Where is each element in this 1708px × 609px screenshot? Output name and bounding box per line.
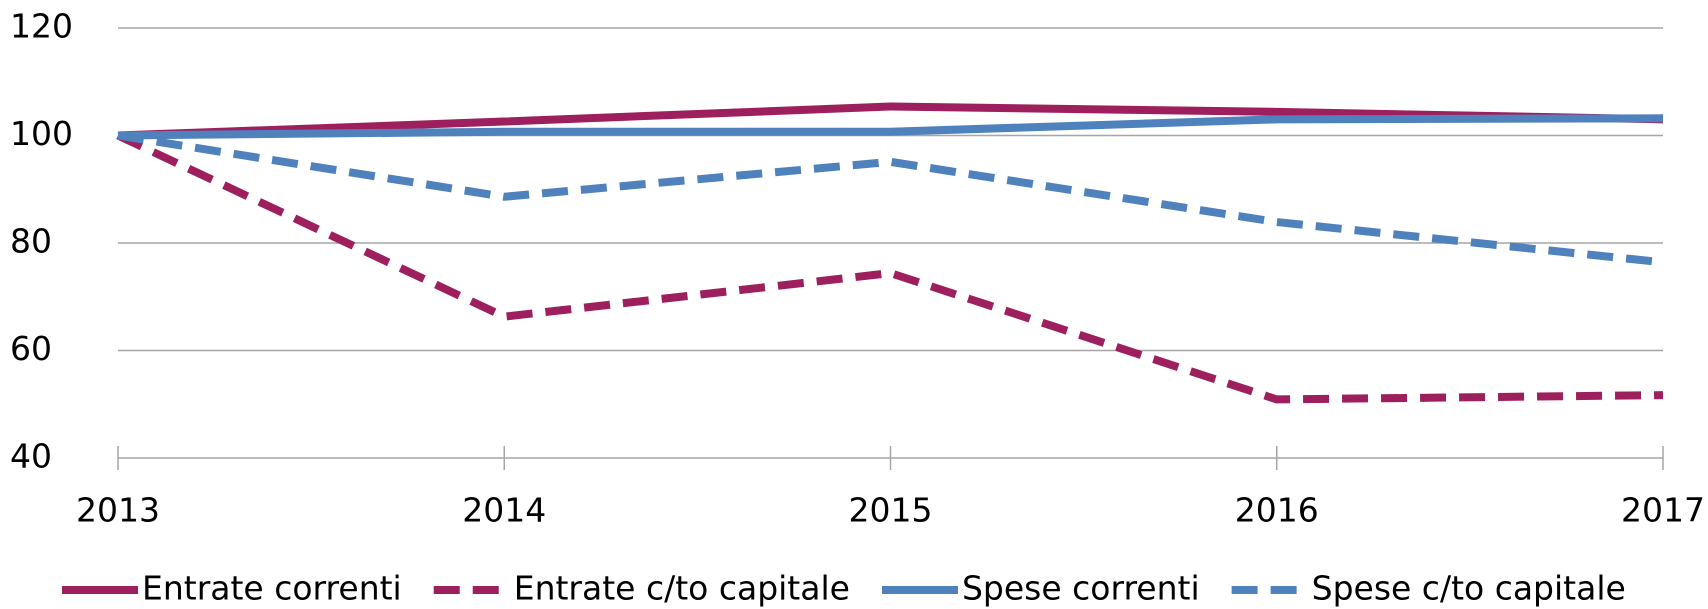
- y-tick-label: 80: [10, 222, 52, 261]
- series-line: [117, 131, 1664, 267]
- y-tick-label: 40: [10, 437, 52, 476]
- x-tick-label: 2017: [1621, 491, 1705, 530]
- y-tick-label: 120: [10, 7, 73, 46]
- x-tick-label: 2015: [849, 491, 933, 530]
- legend-label: Spese correnti: [962, 569, 1200, 608]
- y-tick-label: 60: [10, 329, 52, 368]
- series-line: [117, 102, 1664, 140]
- x-tick-label: 2016: [1235, 491, 1319, 530]
- series-line: [116, 131, 1664, 404]
- legend-label: Spese c/to capitale: [1312, 569, 1626, 608]
- y-tick-label: 100: [10, 114, 73, 153]
- legend-label: Entrate correnti: [142, 569, 402, 608]
- legend-label: Entrate c/to capitale: [514, 569, 850, 608]
- x-tick-label: 2014: [462, 491, 546, 530]
- series-line: [117, 114, 1664, 140]
- x-tick-label: 2013: [76, 491, 160, 530]
